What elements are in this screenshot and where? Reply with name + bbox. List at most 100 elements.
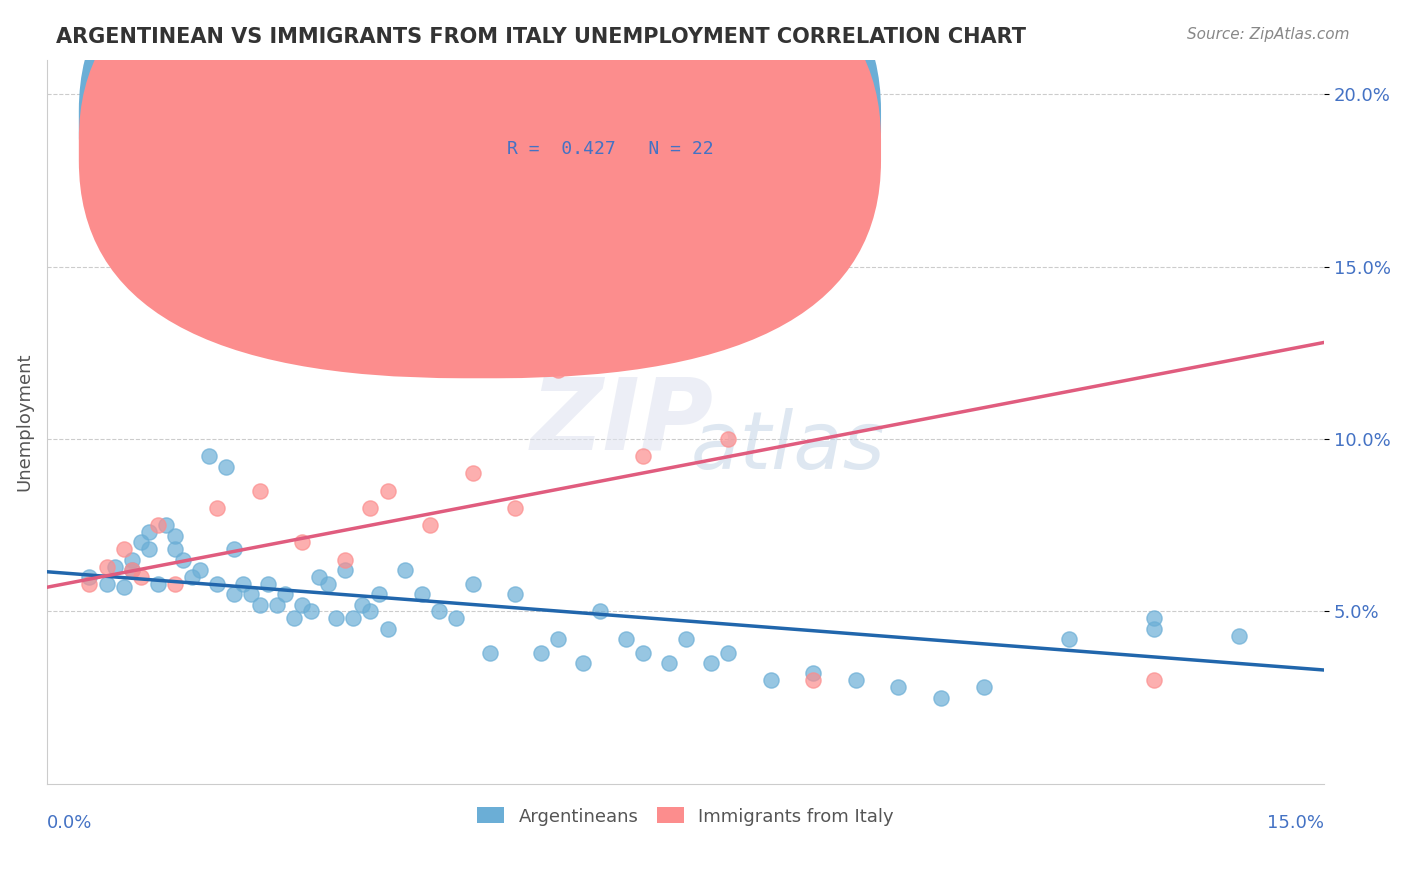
Point bbox=[283, 611, 305, 625]
Point bbox=[121, 552, 143, 566]
Point bbox=[700, 656, 723, 670]
Point bbox=[572, 656, 595, 670]
Point bbox=[188, 563, 211, 577]
Point bbox=[377, 483, 399, 498]
Point bbox=[146, 518, 169, 533]
Point bbox=[249, 598, 271, 612]
Point bbox=[96, 559, 118, 574]
Point bbox=[377, 622, 399, 636]
Point bbox=[155, 518, 177, 533]
Point bbox=[180, 570, 202, 584]
Point bbox=[163, 528, 186, 542]
Point bbox=[478, 646, 501, 660]
Point bbox=[360, 500, 382, 515]
Point bbox=[308, 570, 330, 584]
Point bbox=[266, 598, 288, 612]
Point bbox=[717, 646, 740, 660]
Point bbox=[316, 577, 339, 591]
Point bbox=[1143, 673, 1166, 688]
Point bbox=[845, 673, 868, 688]
FancyBboxPatch shape bbox=[79, 0, 882, 350]
Point bbox=[503, 500, 526, 515]
Point bbox=[530, 646, 553, 660]
Point bbox=[350, 598, 373, 612]
Point bbox=[675, 632, 697, 646]
Point bbox=[333, 563, 356, 577]
Y-axis label: Unemployment: Unemployment bbox=[15, 352, 32, 491]
Point bbox=[205, 500, 228, 515]
Point bbox=[146, 577, 169, 591]
Point bbox=[717, 432, 740, 446]
Point bbox=[657, 656, 679, 670]
Point bbox=[163, 577, 186, 591]
Point bbox=[257, 577, 280, 591]
Point bbox=[547, 363, 569, 377]
Point bbox=[419, 518, 441, 533]
Point bbox=[1227, 628, 1250, 642]
Point bbox=[368, 587, 391, 601]
Text: R =  0.427   N = 22: R = 0.427 N = 22 bbox=[506, 140, 713, 159]
Point bbox=[801, 673, 824, 688]
Point bbox=[299, 604, 322, 618]
Point bbox=[614, 632, 637, 646]
Text: 15.0%: 15.0% bbox=[1267, 814, 1324, 832]
Point bbox=[503, 587, 526, 601]
Point bbox=[801, 666, 824, 681]
Point bbox=[1057, 632, 1080, 646]
Point bbox=[631, 449, 654, 463]
Point bbox=[96, 577, 118, 591]
Point bbox=[333, 552, 356, 566]
Point bbox=[112, 542, 135, 557]
Point bbox=[325, 611, 347, 625]
FancyBboxPatch shape bbox=[79, 0, 882, 378]
Text: R = -0.284   N = 66: R = -0.284 N = 66 bbox=[506, 112, 713, 129]
Point bbox=[1143, 611, 1166, 625]
Point bbox=[427, 604, 450, 618]
Point bbox=[1143, 622, 1166, 636]
Point bbox=[129, 535, 152, 549]
Legend: Argentineans, Immigrants from Italy: Argentineans, Immigrants from Italy bbox=[470, 800, 901, 833]
Point bbox=[197, 449, 219, 463]
Point bbox=[444, 611, 467, 625]
Point bbox=[240, 587, 263, 601]
Text: Source: ZipAtlas.com: Source: ZipAtlas.com bbox=[1187, 27, 1350, 42]
Point bbox=[129, 570, 152, 584]
Point bbox=[461, 467, 484, 481]
Text: ZIP: ZIP bbox=[530, 373, 713, 470]
Point bbox=[759, 673, 782, 688]
Point bbox=[138, 542, 160, 557]
Point bbox=[79, 570, 101, 584]
Text: atlas: atlas bbox=[690, 408, 886, 486]
Point bbox=[461, 577, 484, 591]
Point bbox=[675, 225, 697, 239]
Point bbox=[224, 587, 246, 601]
Point bbox=[224, 542, 246, 557]
Point bbox=[172, 552, 194, 566]
Point bbox=[973, 680, 995, 694]
Point bbox=[138, 525, 160, 540]
Point bbox=[232, 577, 254, 591]
Text: ARGENTINEAN VS IMMIGRANTS FROM ITALY UNEMPLOYMENT CORRELATION CHART: ARGENTINEAN VS IMMIGRANTS FROM ITALY UNE… bbox=[56, 27, 1026, 46]
Point bbox=[291, 598, 314, 612]
Text: 0.0%: 0.0% bbox=[46, 814, 93, 832]
Point bbox=[121, 563, 143, 577]
Point bbox=[121, 563, 143, 577]
Point bbox=[163, 542, 186, 557]
Point bbox=[104, 559, 127, 574]
Point bbox=[112, 580, 135, 594]
Point bbox=[205, 577, 228, 591]
FancyBboxPatch shape bbox=[430, 81, 877, 179]
Point bbox=[411, 587, 433, 601]
Point bbox=[929, 690, 952, 705]
Point bbox=[342, 611, 364, 625]
Point bbox=[291, 535, 314, 549]
Point bbox=[547, 632, 569, 646]
Point bbox=[887, 680, 910, 694]
Point bbox=[79, 577, 101, 591]
Point bbox=[394, 563, 416, 577]
Point bbox=[249, 483, 271, 498]
Point bbox=[274, 587, 297, 601]
Point bbox=[360, 604, 382, 618]
Point bbox=[215, 459, 238, 474]
Point bbox=[589, 604, 612, 618]
